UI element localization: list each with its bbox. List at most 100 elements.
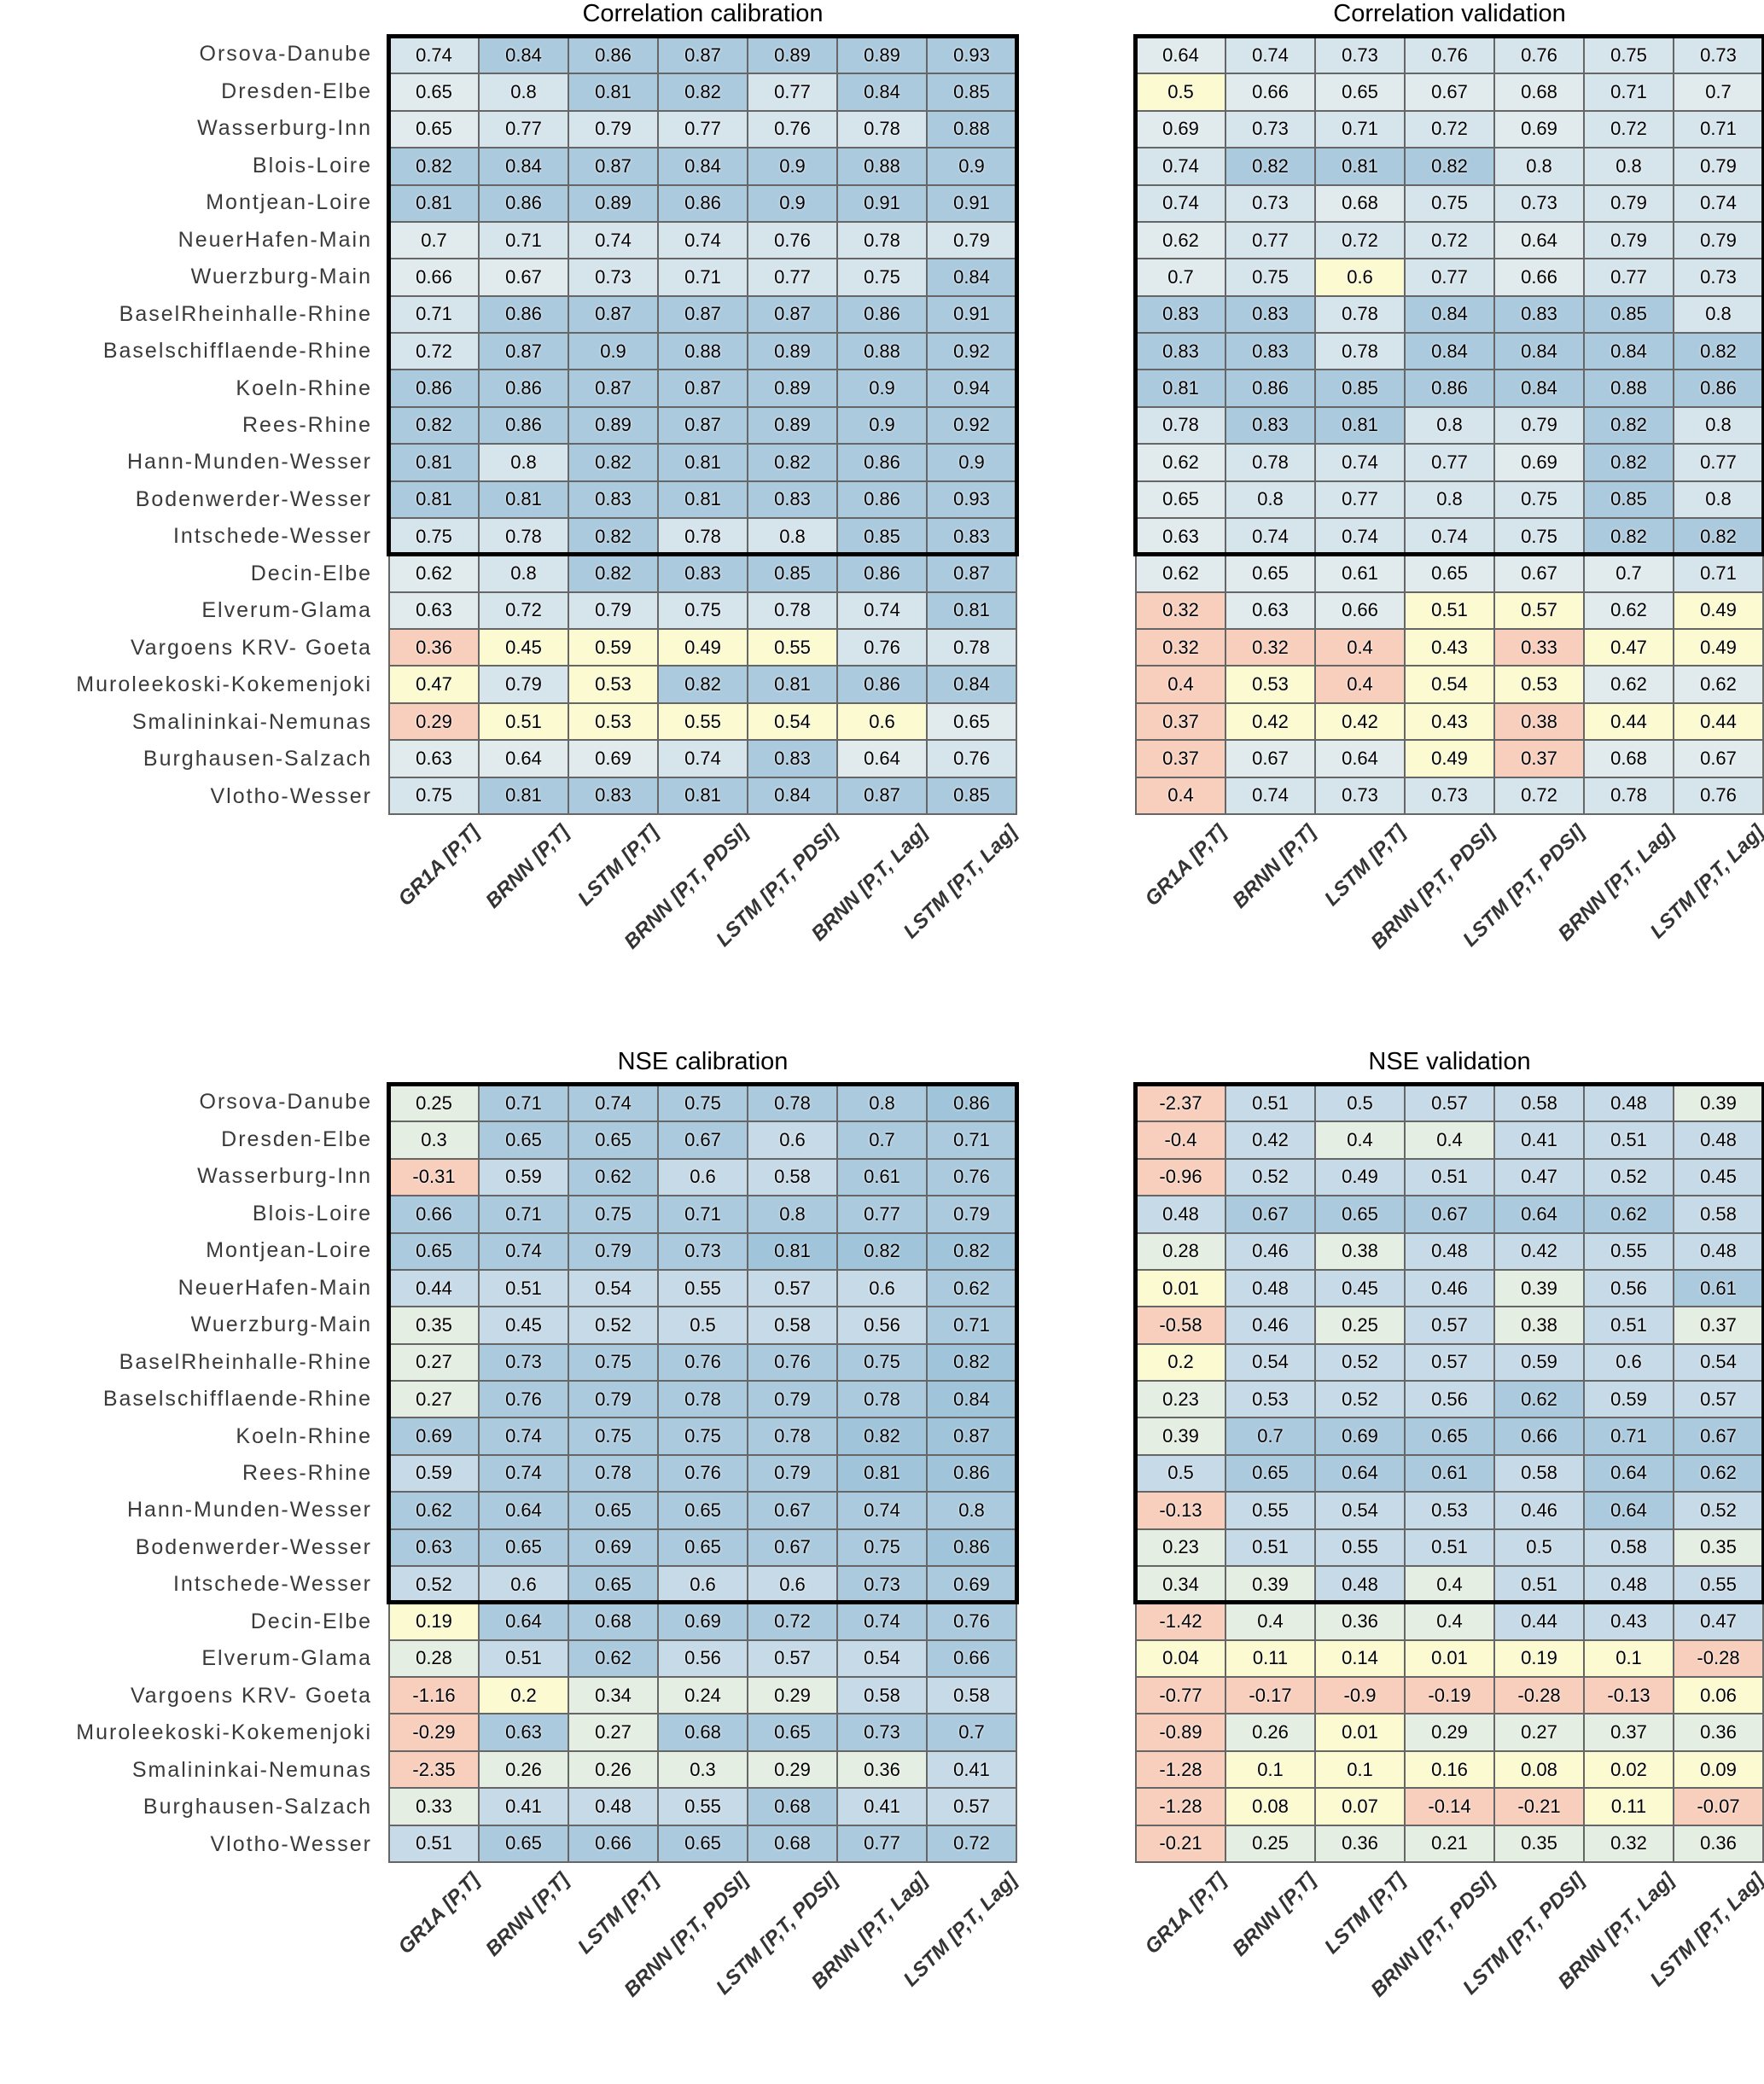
- heatmap-cell: 0.58: [1585, 1529, 1673, 1565]
- heatmap-cell: 0.86: [480, 407, 568, 444]
- heatmap-cell: 0.78: [1585, 777, 1673, 813]
- heatmap-cell: 0.65: [480, 1529, 568, 1565]
- heatmap-cell: 0.41: [1495, 1122, 1583, 1158]
- row-label: Decin-Elbe: [250, 1609, 372, 1633]
- heatmap-cell: 0.62: [1585, 667, 1673, 702]
- heatmap-cell: 0.75: [390, 777, 478, 813]
- heatmap-cell: 0.77: [659, 111, 747, 148]
- heatmap-cell: 0.19: [1495, 1640, 1583, 1677]
- row-label: Blois-Loire: [252, 153, 372, 178]
- heatmap-cell: 0.38: [1316, 1233, 1404, 1269]
- row-label: Orsova-Danube: [199, 1090, 372, 1115]
- heatmap-cell: 0.69: [659, 1604, 747, 1639]
- heatmap-cell: 0.84: [480, 38, 568, 73]
- heatmap-cell: 0.1: [1316, 1751, 1404, 1788]
- heatmap-cell: 0.83: [1495, 296, 1583, 333]
- heatmap-cell: 0.49: [659, 630, 747, 666]
- heatmap-cell: 0.67: [659, 1122, 747, 1158]
- heatmap-cell: 0.4: [1226, 1604, 1314, 1639]
- heatmap-cell: 0.46: [1226, 1307, 1314, 1343]
- heatmap-cell: 0.68: [1585, 741, 1673, 777]
- heatmap-cell: 0.62: [1674, 667, 1762, 702]
- heatmap-cell: 0.9: [838, 407, 926, 444]
- heatmap-cell: 0.54: [838, 1640, 926, 1677]
- heatmap-cell: 0.71: [1585, 1418, 1673, 1454]
- heatmap-cell: 0.87: [659, 407, 747, 444]
- heatmap-cell: 0.83: [1226, 334, 1314, 370]
- heatmap-cell: 0.65: [390, 74, 478, 110]
- heatmap-cell: 0.71: [480, 222, 568, 259]
- heatmap-cell: 0.84: [480, 148, 568, 184]
- row-label: Vargoens KRV- Goeta: [130, 635, 372, 660]
- heatmap-cell: 0.66: [569, 1825, 657, 1861]
- heatmap-cell: 0.37: [1137, 703, 1225, 740]
- heatmap-cell: 0.87: [659, 38, 747, 73]
- heatmap-cell: 0.86: [928, 1086, 1016, 1121]
- heatmap-cell: 0.89: [569, 185, 657, 221]
- heatmap-cell: 0.89: [748, 407, 836, 444]
- heatmap-cell: 0.51: [480, 703, 568, 740]
- heatmap-cell: 0.54: [1226, 1344, 1314, 1381]
- row-label: Vlotho-Wesser: [210, 783, 372, 808]
- heatmap-cell: 0.73: [1226, 111, 1314, 148]
- heatmap-cell: 0.65: [1226, 1455, 1314, 1492]
- heatmap-cell: 0.73: [838, 1566, 926, 1603]
- heatmap-cell: 0.79: [1585, 185, 1673, 221]
- heatmap-cell: 0.7: [928, 1714, 1016, 1750]
- heatmap-cell: 0.55: [659, 703, 747, 740]
- heatmap-cell: 0.38: [1495, 703, 1583, 740]
- heatmap-cell: 0.69: [390, 1418, 478, 1454]
- heatmap-cell: 0.23: [1137, 1382, 1225, 1417]
- heatmap-cell: 0.52: [1585, 1159, 1673, 1196]
- heatmap-cell: 0.53: [569, 667, 657, 702]
- heatmap-cell: 0.65: [1406, 1418, 1493, 1454]
- heatmap-cell: 0.68: [748, 1825, 836, 1861]
- heatmap-cell: 0.38: [1495, 1307, 1583, 1343]
- heatmap-cell: 0.72: [1406, 222, 1493, 259]
- heatmap-cell: 0.44: [1674, 703, 1762, 740]
- heatmap-cell: 0.82: [390, 148, 478, 184]
- heatmap-cell: 0.35: [1674, 1529, 1762, 1565]
- heatmap-cell: 0.75: [659, 1418, 747, 1454]
- heatmap-cell: 0.82: [1226, 148, 1314, 184]
- heatmap-cell: 0.37: [1585, 1714, 1673, 1750]
- heatmap-cell: 0.7: [1674, 74, 1762, 110]
- heatmap-grid: -2.37 0.51 0.5 0.57 0.58 0.48 0.39 -0.4 0.42 0.4 0…: [1135, 1084, 1764, 1863]
- heatmap-cell: 0.87: [659, 370, 747, 406]
- heatmap-cell: 0.51: [1406, 1159, 1493, 1196]
- heatmap-cell: 0.86: [1406, 370, 1493, 406]
- heatmap-cell: 0.61: [1674, 1270, 1762, 1307]
- heatmap-cell: 0.71: [1674, 111, 1762, 148]
- row-label: Montjean-Loire: [206, 190, 372, 215]
- heatmap-cell: 0.62: [569, 1640, 657, 1677]
- heatmap-cell: 0.79: [569, 1233, 657, 1269]
- heatmap-cell: 0.43: [1585, 1604, 1673, 1639]
- heatmap-cell: 0.7: [390, 222, 478, 259]
- heatmap-cell: 0.65: [390, 1233, 478, 1269]
- heatmap-cell: 0.55: [748, 630, 836, 666]
- row-label: Vargoens KRV- Goeta: [130, 1683, 372, 1708]
- heatmap-cell: 0.78: [838, 111, 926, 148]
- heatmap-cell: 0.26: [569, 1751, 657, 1788]
- panel-correlation-calibration: Correlation calibration Orsova-Danube Dre…: [76, 0, 1022, 953]
- heatmap-cell: 0.85: [1585, 296, 1673, 333]
- heatmap-cell: 0.56: [1585, 1270, 1673, 1307]
- heatmap-cell: 0.29: [748, 1751, 836, 1788]
- heatmap-cell: 0.71: [928, 1122, 1016, 1158]
- heatmap-cell: -0.13: [1585, 1678, 1673, 1714]
- heatmap-cell: 0.44: [390, 1270, 478, 1307]
- heatmap-cell: 0.86: [390, 370, 478, 406]
- row-label: Wasserburg-Inn: [197, 1164, 372, 1189]
- heatmap-cell: 0.83: [569, 777, 657, 813]
- heatmap-cell: 0.41: [928, 1751, 1016, 1788]
- heatmap-cell: 0.66: [390, 259, 478, 295]
- heatmap-cell: 0.4: [1316, 667, 1404, 702]
- heatmap-cell: 0.74: [1226, 518, 1314, 555]
- row-label: Bodenwerder-Wesser: [135, 486, 372, 511]
- heatmap-cell: 0.63: [480, 1714, 568, 1750]
- heatmap-cell: 0.29: [1406, 1714, 1493, 1750]
- heatmap-cell: 0.81: [390, 185, 478, 221]
- heatmap-cell: 0.72: [928, 1825, 1016, 1861]
- heatmap-cell: 0.43: [1406, 630, 1493, 666]
- heatmap-cell: 0.79: [748, 1455, 836, 1492]
